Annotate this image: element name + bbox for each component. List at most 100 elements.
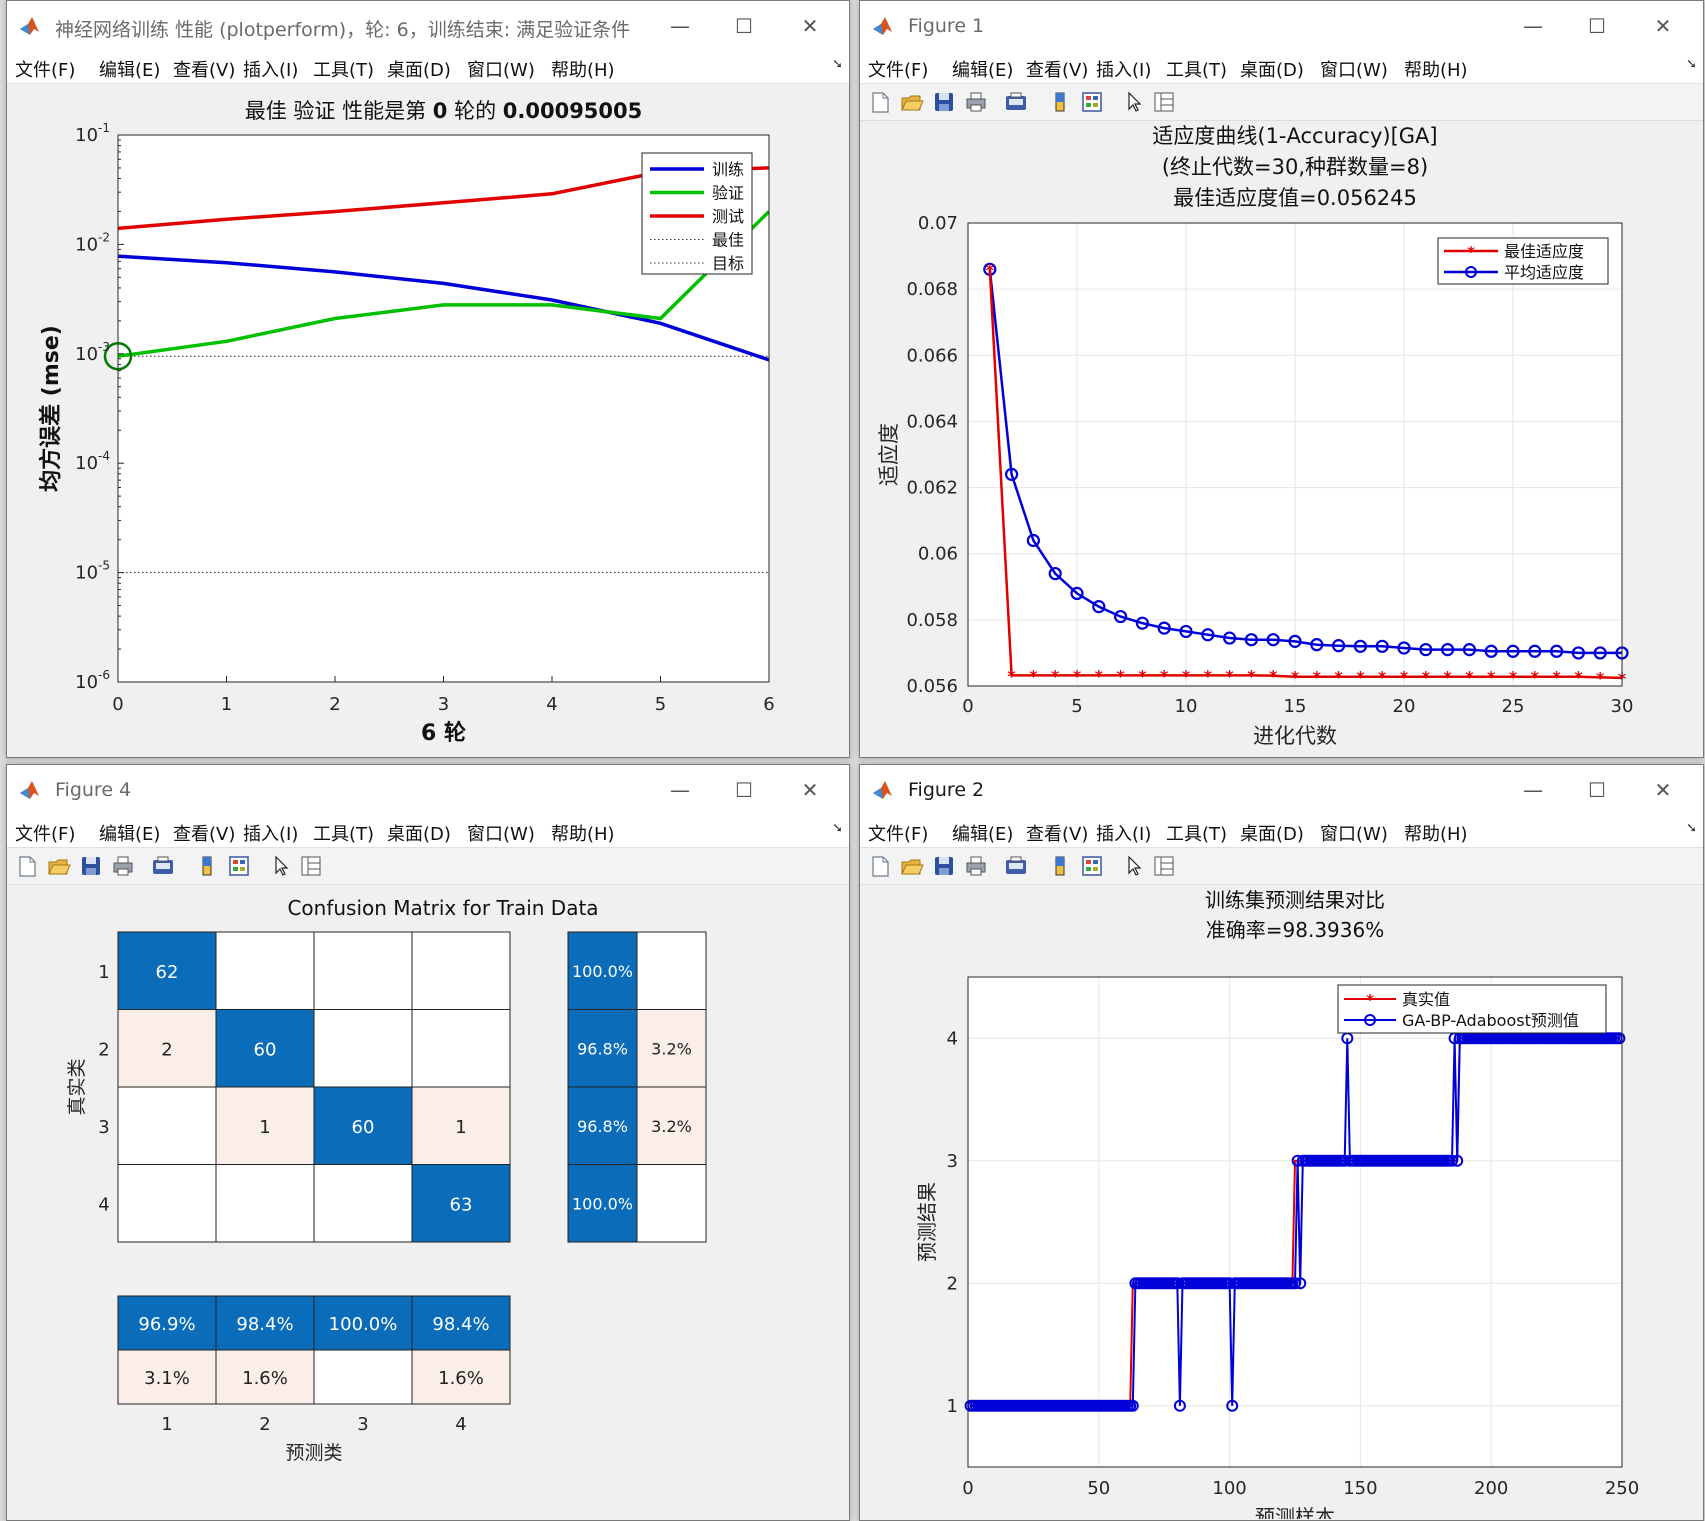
legend-icon-part xyxy=(1082,856,1102,876)
open-folder-icon[interactable] xyxy=(47,854,71,878)
menu-item-5[interactable]: 工具(T) xyxy=(313,824,375,845)
close-button[interactable]: ✕ xyxy=(801,778,819,802)
menu-item-8[interactable]: 帮助(H) xyxy=(1404,60,1468,81)
x-tick-label: 20 xyxy=(1393,696,1416,717)
menu-item-3[interactable]: 查看(V) xyxy=(1026,824,1089,845)
new-file-icon[interactable] xyxy=(868,90,892,114)
menu-item-2[interactable]: 编辑(E) xyxy=(952,60,1014,81)
close-button[interactable]: ✕ xyxy=(1654,14,1672,38)
menu-item-7[interactable]: 窗口(W) xyxy=(467,824,535,845)
pointer-icon[interactable] xyxy=(1122,90,1146,114)
menu-item-2[interactable]: 编辑(E) xyxy=(952,824,1014,845)
menu-overflow-icon[interactable]: ➘ xyxy=(832,821,843,836)
menu-item-7[interactable]: 窗口(W) xyxy=(1320,824,1388,845)
title-bar[interactable]: Figure 4 — ☐ ✕ xyxy=(7,765,849,815)
menu-item-6[interactable]: 桌面(D) xyxy=(1240,60,1304,81)
maximize-button[interactable]: ☐ xyxy=(1588,778,1606,802)
pointer-icon[interactable] xyxy=(1122,854,1146,878)
title-bar[interactable]: Figure 2 — ☐ ✕ xyxy=(860,765,1703,815)
print-preview-icon[interactable] xyxy=(1004,854,1028,878)
close-button[interactable]: ✕ xyxy=(801,14,819,38)
title-bar[interactable]: Figure 1 — ☐ ✕ xyxy=(860,1,1703,51)
save-icon[interactable] xyxy=(932,90,956,114)
legend-icon-part xyxy=(1093,860,1098,864)
menu-item-6[interactable]: 桌面(D) xyxy=(387,824,451,845)
maximize-button[interactable]: ☐ xyxy=(735,778,753,802)
figure4-window[interactable]: Figure 4 — ☐ ✕ 文件(F) 编辑(E) 查看(V) 插入(I) 工具(T)… xyxy=(6,764,850,1521)
new-file-icon[interactable] xyxy=(868,854,892,878)
menu-item-3[interactable]: 查看(V) xyxy=(1026,60,1089,81)
menu-item-8[interactable]: 帮助(H) xyxy=(551,60,615,81)
menu-overflow-icon[interactable]: ➘ xyxy=(832,57,843,72)
predicted-value-point xyxy=(1451,1154,1464,1167)
menu-item-5[interactable]: 工具(T) xyxy=(313,60,375,81)
menu-overflow-icon[interactable]: ➘ xyxy=(1686,821,1697,836)
row-class-label: 4 xyxy=(98,1194,109,1215)
property-panel-icon[interactable] xyxy=(1152,90,1176,114)
save-icon[interactable] xyxy=(932,854,956,878)
maximize-button[interactable]: ☐ xyxy=(1588,14,1606,38)
plotperform-window[interactable]: 神经网络训练 性能 (plotperform)，轮: 6，训练结束: 满足验证条… xyxy=(6,0,850,758)
avg-fitness-point xyxy=(1070,586,1084,600)
menu-item-1[interactable]: 文件(F) xyxy=(15,824,76,845)
menu-item-7[interactable]: 窗口(W) xyxy=(467,60,535,81)
menu-item-8[interactable]: 帮助(H) xyxy=(1404,824,1468,845)
print-preview-icon[interactable] xyxy=(1004,90,1028,114)
minimize-button[interactable]: — xyxy=(1523,14,1543,38)
property-panel-icon[interactable] xyxy=(1152,854,1176,878)
close-button[interactable]: ✕ xyxy=(1654,778,1672,802)
menu-item-4[interactable]: 插入(I) xyxy=(1096,60,1152,81)
legend-icon[interactable] xyxy=(227,854,251,878)
menu-item-5[interactable]: 工具(T) xyxy=(1166,60,1228,81)
open-folder-icon[interactable] xyxy=(900,90,924,114)
minimize-button[interactable]: — xyxy=(670,14,690,38)
menu-item-2[interactable]: 编辑(E) xyxy=(99,60,161,81)
avg-fitness-point xyxy=(1266,633,1280,647)
menu-item-1[interactable]: 文件(F) xyxy=(868,60,929,81)
colorbar-icon[interactable] xyxy=(1048,854,1072,878)
menu-item-6[interactable]: 桌面(D) xyxy=(387,60,451,81)
property-panel-icon[interactable] xyxy=(299,854,323,878)
menu-item-6[interactable]: 桌面(D) xyxy=(1240,824,1304,845)
y-tick-label: 0.062 xyxy=(906,478,958,499)
x-tick-label: 200 xyxy=(1474,1478,1508,1499)
open-folder-icon[interactable] xyxy=(900,854,924,878)
figure1-window[interactable]: Figure 1 — ☐ ✕ 文件(F) 编辑(E) 查看(V) 插入(I) 工具(T)… xyxy=(859,0,1704,758)
menu-overflow-icon[interactable]: ➘ xyxy=(1686,57,1697,72)
menu-item-3[interactable]: 查看(V) xyxy=(173,824,236,845)
row-class-label: 2 xyxy=(98,1039,109,1060)
legend-icon-part xyxy=(1082,92,1102,112)
menu-item-4[interactable]: 插入(I) xyxy=(243,60,299,81)
menu-item-8[interactable]: 帮助(H) xyxy=(551,824,615,845)
legend-icon[interactable] xyxy=(1080,854,1104,878)
menu-item-3[interactable]: 查看(V) xyxy=(173,60,236,81)
menu-item-2[interactable]: 编辑(E) xyxy=(99,824,161,845)
y-tick-base: 10 xyxy=(75,672,98,693)
chart-title: 最佳 验证 性能是第 0 轮的 0.00095005 xyxy=(245,99,643,123)
menu-item-7[interactable]: 窗口(W) xyxy=(1320,60,1388,81)
print-icon-part xyxy=(970,868,982,876)
print-icon[interactable] xyxy=(111,854,135,878)
figure-canvas: 最佳 验证 性能是第 0 轮的 0.00095005 0 1 2 3 4 5 6 10-1 10-… xyxy=(7,85,849,757)
maximize-button[interactable]: ☐ xyxy=(735,14,753,38)
print-preview-icon[interactable] xyxy=(151,854,175,878)
new-file-icon[interactable] xyxy=(15,854,39,878)
figure2-window[interactable]: Figure 2 — ☐ ✕ 文件(F) 编辑(E) 查看(V) 插入(I) 工具(T)… xyxy=(859,764,1704,1521)
title-bar[interactable]: 神经网络训练 性能 (plotperform)，轮: 6，训练结束: 满足验证条… xyxy=(7,1,849,51)
colorbar-icon[interactable] xyxy=(195,854,219,878)
colorbar-icon[interactable] xyxy=(1048,90,1072,114)
minimize-button[interactable]: — xyxy=(1523,778,1543,802)
legend-icon[interactable] xyxy=(1080,90,1104,114)
pointer-icon[interactable] xyxy=(269,854,293,878)
menu-item-5[interactable]: 工具(T) xyxy=(1166,824,1228,845)
menu-item-4[interactable]: 插入(I) xyxy=(243,824,299,845)
print-icon[interactable] xyxy=(964,90,988,114)
print-icon[interactable] xyxy=(964,854,988,878)
minimize-button[interactable]: — xyxy=(670,778,690,802)
menu-item-1[interactable]: 文件(F) xyxy=(15,60,76,81)
menu-item-1[interactable]: 文件(F) xyxy=(868,824,929,845)
menu-item-4[interactable]: 插入(I) xyxy=(1096,824,1152,845)
cm-cell-value: 1 xyxy=(259,1117,270,1138)
save-icon[interactable] xyxy=(79,854,103,878)
